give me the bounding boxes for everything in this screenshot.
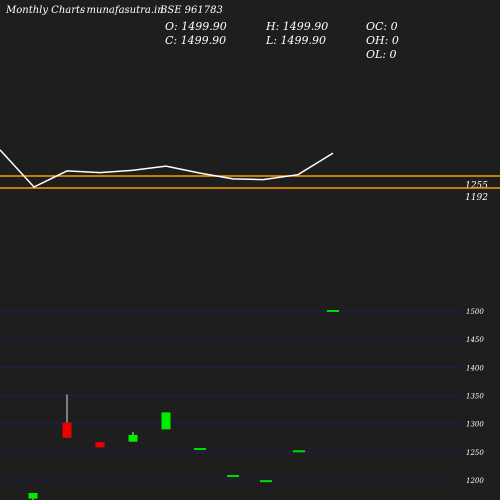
candle xyxy=(161,412,171,430)
candle-body xyxy=(128,434,138,442)
chart-title: Monthly Charts xyxy=(6,5,86,16)
candles xyxy=(28,310,339,500)
oh-value: OH: 0 xyxy=(366,34,399,47)
candle-body xyxy=(62,422,72,438)
candle xyxy=(28,492,38,500)
candle xyxy=(194,448,206,451)
oc-value: OC: 0 xyxy=(366,20,398,33)
candle xyxy=(95,442,105,448)
close-line xyxy=(0,149,334,188)
candle-body xyxy=(95,442,105,448)
level-label-1192: 1192 xyxy=(465,193,488,203)
y-tick-label: 1250 xyxy=(466,449,484,457)
candle xyxy=(293,450,305,453)
candle-body xyxy=(327,310,339,312)
open-value: O: 1499.90 xyxy=(165,20,227,33)
close-price-line xyxy=(0,149,334,188)
candle-body xyxy=(28,492,38,499)
candle-body xyxy=(293,450,305,453)
candle xyxy=(227,475,239,478)
close-value: C: 1499.90 xyxy=(165,34,227,47)
site-name: - munafasutra.in xyxy=(80,5,164,16)
candle-body xyxy=(161,412,171,430)
candle xyxy=(260,480,272,483)
high-value: H: 1499.90 xyxy=(266,20,329,33)
y-tick-label: 1350 xyxy=(466,393,484,401)
y-tick-label: 1450 xyxy=(466,336,484,344)
y-tick-label: 1300 xyxy=(466,421,484,429)
candle-body xyxy=(227,475,239,478)
candle xyxy=(128,432,138,442)
symbol-label: BSE 961783 xyxy=(160,5,223,16)
y-tick-label: 1200 xyxy=(466,477,484,485)
candle xyxy=(327,310,339,312)
level-label-1255: 1255 xyxy=(465,181,488,191)
candle-body xyxy=(260,480,272,483)
y-tick-label: 1400 xyxy=(466,364,484,372)
low-value: L: 1499.90 xyxy=(266,34,326,47)
ol-value: OL: 0 xyxy=(366,48,397,61)
level-lines: 1255 1192 xyxy=(0,175,500,203)
price-grid xyxy=(0,310,460,481)
candle-body xyxy=(194,448,206,451)
price-axis: 1500 1450 1400 1350 1300 1250 1200 xyxy=(466,308,484,485)
y-tick-label: 1500 xyxy=(466,308,484,316)
candle xyxy=(62,394,72,438)
